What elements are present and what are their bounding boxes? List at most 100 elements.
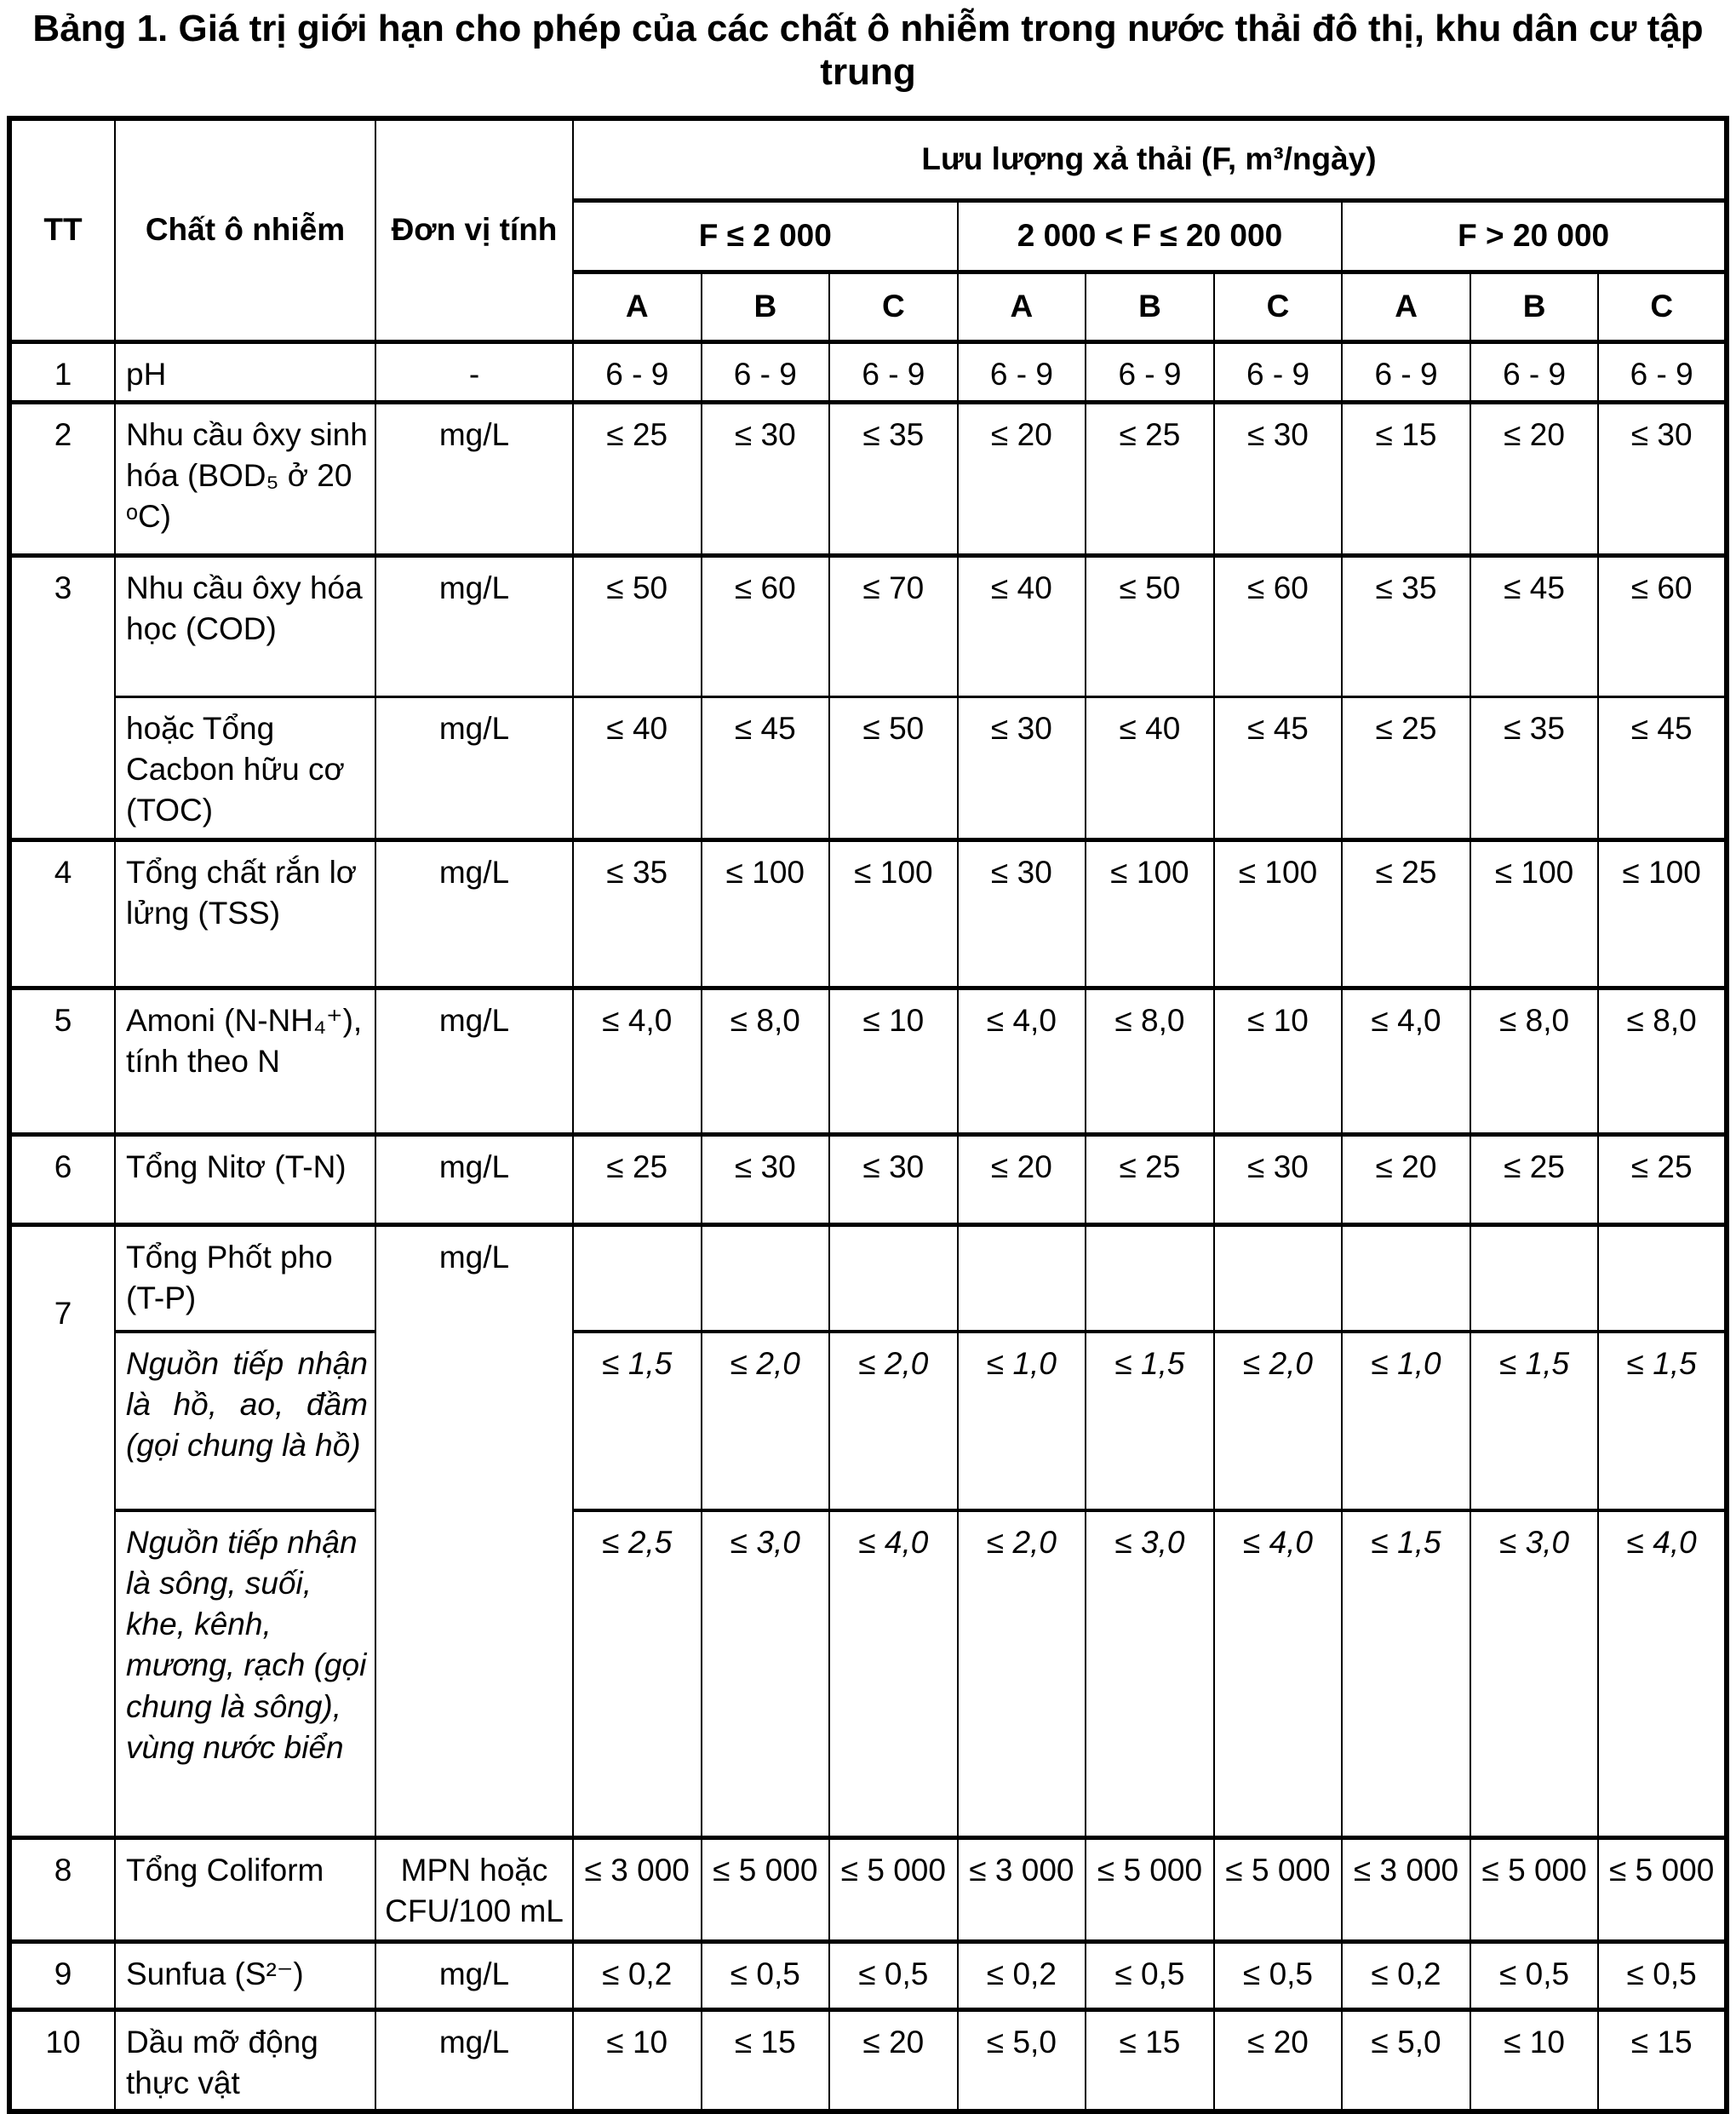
- table-row: 7 Tổng Phốt pho (T-P) mg/L: [9, 1222, 1727, 1839]
- value-cell: ≤ 0,2: [1341, 1939, 1471, 2011]
- value-cell: ≤ 30: [1597, 399, 1727, 557]
- value-cell: ≤ 4,0: [828, 1509, 959, 1839]
- value-cell: ≤ 25: [572, 1131, 702, 1226]
- value-cell: ≤ 1,5: [1597, 1330, 1727, 1512]
- value-cell: ≤ 0,2: [956, 1939, 1087, 2011]
- unit-cell: mg/L: [375, 695, 574, 841]
- tt-cell: 3: [9, 553, 116, 841]
- pollutant-cell: Nhu cầu ôxy hóa học (COD): [114, 553, 376, 698]
- unit-cell: MPN hoặc CFU/100 mL: [375, 1835, 574, 1943]
- header-class-a: A: [956, 269, 1087, 343]
- table-row: Nguồn tiếp nhận là sông, suối, khe, kênh…: [9, 1509, 1727, 1839]
- value-cell: ≤ 40: [1085, 695, 1215, 841]
- header-flow-group-3: F > 20 000: [1341, 198, 1727, 273]
- header-flow: Lưu lượng xả thải (F, m³/ngày): [572, 117, 1727, 202]
- value-cell: ≤ 45: [700, 695, 831, 841]
- table-row: 8 Tổng Coliform MPN hoặc CFU/100 mL ≤ 3 …: [9, 1835, 1727, 1943]
- value-cell: ≤ 100: [828, 837, 959, 989]
- unit-cell: mg/L: [375, 1131, 574, 1226]
- value-cell: 6 - 9: [1341, 339, 1471, 404]
- value-cell: ≤ 15: [700, 2007, 831, 2112]
- value-cell: ≤ 2,0: [700, 1330, 831, 1512]
- tt-cell: 6: [9, 1131, 116, 1226]
- value-cell: ≤ 100: [1085, 837, 1215, 989]
- value-cell: ≤ 35: [828, 399, 959, 557]
- value-cell: ≤ 20: [956, 399, 1087, 557]
- tt-cell: 8: [9, 1835, 116, 1943]
- value-cell: [828, 1222, 959, 1333]
- value-cell: ≤ 4,0: [1597, 1509, 1727, 1839]
- header-class-b: B: [1469, 269, 1600, 343]
- value-cell: ≤ 100: [1469, 837, 1600, 989]
- value-cell: ≤ 20: [956, 1131, 1087, 1226]
- value-cell: 6 - 9: [1085, 339, 1215, 404]
- value-cell: ≤ 20: [828, 2007, 959, 2112]
- value-cell: 6 - 9: [1597, 339, 1727, 404]
- pollutant-cell: hoặc Tổng Cacbon hữu cơ (TOC): [114, 695, 376, 841]
- table-row: 2 Nhu cầu ôxy sinh hóa (BOD₅ ở 20 ᵒC) mg…: [9, 399, 1727, 557]
- header-unit: Đơn vị tính: [375, 117, 574, 343]
- tt-cell: 9: [9, 1939, 116, 2011]
- value-cell: ≤ 8,0: [1597, 985, 1727, 1136]
- table-row: hoặc Tổng Cacbon hữu cơ (TOC) mg/L ≤ 40 ≤…: [9, 695, 1727, 841]
- value-cell: ≤ 0,5: [1212, 1939, 1344, 2011]
- value-cell: ≤ 25: [1469, 1131, 1600, 1226]
- value-cell: ≤ 15: [1597, 2007, 1727, 2112]
- value-cell: ≤ 3,0: [1085, 1509, 1215, 1839]
- header-class-a: A: [1341, 269, 1471, 343]
- value-cell: ≤ 30: [1212, 1131, 1344, 1226]
- value-cell: ≤ 50: [1085, 553, 1215, 698]
- pollutant-cell: Tổng Coliform: [114, 1835, 376, 1943]
- pollutant-cell: Tổng Phốt pho (T-P): [114, 1222, 376, 1333]
- value-cell: [572, 1222, 702, 1333]
- value-cell: [956, 1222, 1087, 1333]
- value-cell: 6 - 9: [572, 339, 702, 404]
- value-cell: ≤ 10: [1469, 2007, 1600, 2112]
- header-flow-group-1: F ≤ 2 000: [572, 198, 959, 273]
- value-cell: ≤ 10: [828, 985, 959, 1136]
- value-cell: ≤ 4,0: [572, 985, 702, 1136]
- pollutant-cell: Tổng chất rắn lơ lửng (TSS): [114, 837, 376, 989]
- tt-cell: 5: [9, 985, 116, 1136]
- value-cell: ≤ 70: [828, 553, 959, 698]
- pollutant-cell: Nhu cầu ôxy sinh hóa (BOD₅ ở 20 ᵒC): [114, 399, 376, 557]
- value-cell: ≤ 0,5: [700, 1939, 831, 2011]
- value-cell: ≤ 50: [828, 695, 959, 841]
- value-cell: ≤ 5 000: [828, 1835, 959, 1943]
- value-cell: [1597, 1222, 1727, 1333]
- value-cell: ≤ 3 000: [956, 1835, 1087, 1943]
- value-cell: ≤ 45: [1469, 553, 1600, 698]
- value-cell: ≤ 8,0: [1469, 985, 1600, 1136]
- header-pollutant: Chất ô nhiễm: [114, 117, 376, 343]
- value-cell: ≤ 1,5: [1085, 1330, 1215, 1512]
- unit-cell: mg/L: [375, 1222, 574, 1839]
- unit-cell: -: [375, 339, 574, 404]
- header-class-b: B: [1085, 269, 1215, 343]
- table-header: TT Chất ô nhiễm Đơn vị tính Lưu lượng xả…: [9, 117, 1727, 343]
- value-cell: ≤ 0,2: [572, 1939, 702, 2011]
- value-cell: ≤ 25: [1085, 1131, 1215, 1226]
- value-cell: [1212, 1222, 1344, 1333]
- value-cell: ≤ 50: [572, 553, 702, 698]
- value-cell: ≤ 5 000: [1597, 1835, 1727, 1943]
- value-cell: ≤ 0,5: [828, 1939, 959, 2011]
- value-cell: 6 - 9: [956, 339, 1087, 404]
- table-row: 9 Sunfua (S²⁻) mg/L ≤ 0,2 ≤ 0,5 ≤ 0,5 ≤ 0,2…: [9, 1939, 1727, 2011]
- value-cell: [1085, 1222, 1215, 1333]
- tt-cell: 7: [9, 1222, 116, 1839]
- value-cell: ≤ 35: [572, 837, 702, 989]
- value-cell: ≤ 25: [1341, 695, 1471, 841]
- value-cell: ≤ 45: [1212, 695, 1344, 841]
- value-cell: ≤ 20: [1341, 1131, 1471, 1226]
- value-cell: ≤ 0,5: [1469, 1939, 1600, 2011]
- header-tt: TT: [9, 117, 116, 343]
- value-cell: ≤ 8,0: [1085, 985, 1215, 1136]
- tt-cell: 1: [9, 339, 116, 404]
- value-cell: ≤ 35: [1341, 553, 1471, 698]
- value-cell: ≤ 2,0: [956, 1509, 1087, 1839]
- value-cell: ≤ 30: [1212, 399, 1344, 557]
- value-cell: ≤ 15: [1341, 399, 1471, 557]
- table-row: 6 Tổng Nitơ (T-N) mg/L ≤ 25 ≤ 30 ≤ 30 ≤ 20 ≤…: [9, 1131, 1727, 1226]
- value-cell: ≤ 40: [572, 695, 702, 841]
- value-cell: ≤ 1,0: [1341, 1330, 1471, 1512]
